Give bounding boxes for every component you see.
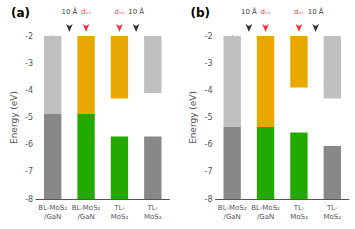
svg-text:dᵥₛ: dᵥₛ [81, 8, 91, 16]
svg-text:10 Å: 10 Å [308, 7, 324, 16]
svg-text:TL-: TL- [293, 204, 305, 212]
svg-text:-5: -5 [25, 113, 33, 122]
svg-text:MoS₂: MoS₂ [111, 213, 129, 221]
svg-text:MoS₂: MoS₂ [144, 213, 162, 221]
svg-text:-4: -4 [25, 86, 33, 95]
svg-text:/GaN: /GaN [257, 213, 274, 221]
svg-text:-7: -7 [25, 167, 33, 176]
svg-text:BL-MoS₂: BL-MoS₂ [218, 204, 247, 212]
svg-text:-2: -2 [25, 32, 33, 41]
svg-text:BL-MoS₂: BL-MoS₂ [38, 204, 67, 212]
svg-text:10 Å: 10 Å [241, 7, 257, 16]
svg-text:TL-: TL- [147, 204, 159, 212]
svg-text:-6: -6 [25, 140, 33, 149]
svg-text:-8: -8 [25, 195, 33, 204]
svg-text:-6: -6 [205, 140, 213, 149]
svg-text:TL-: TL- [326, 204, 338, 212]
svg-text:Energy (eV): Energy (eV) [9, 91, 19, 144]
svg-text:/GaN: /GaN [77, 213, 94, 221]
svg-text:dᵥₛ: dᵥₛ [261, 8, 271, 16]
svg-text:-5: -5 [205, 113, 213, 122]
svg-text:-8: -8 [205, 195, 213, 204]
svg-text:-4: -4 [205, 86, 213, 95]
svg-text:MoS₂: MoS₂ [290, 213, 308, 221]
svg-text:-3: -3 [205, 59, 213, 68]
svg-text:/GaN: /GaN [224, 213, 241, 221]
svg-text:Energy (eV): Energy (eV) [188, 91, 198, 144]
svg-text:BL-MoS₂: BL-MoS₂ [251, 204, 280, 212]
svg-text:-2: -2 [205, 32, 213, 41]
svg-text:10 Å: 10 Å [61, 7, 77, 16]
svg-text:10 Å: 10 Å [128, 7, 144, 16]
svg-text:TL-: TL- [113, 204, 125, 212]
svg-text:MoS₂: MoS₂ [324, 213, 342, 221]
svg-text:-3: -3 [25, 59, 33, 68]
svg-text:BL-MoS₂: BL-MoS₂ [72, 204, 101, 212]
svg-text:(b): (b) [191, 6, 211, 20]
svg-text:/GaN: /GaN [44, 213, 61, 221]
svg-text:dᵥₛ: dᵥₛ [114, 8, 124, 16]
svg-text:-7: -7 [205, 167, 213, 176]
svg-text:(a): (a) [11, 6, 30, 20]
svg-text:dᵥₛ: dᵥₛ [294, 8, 304, 16]
